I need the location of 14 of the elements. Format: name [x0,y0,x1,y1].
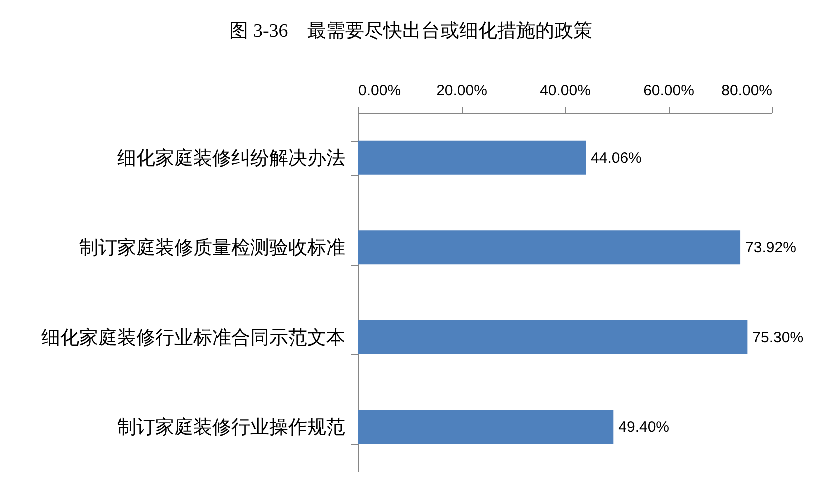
y-tick-label: 细化家庭装修行业标准合同示范文本 [42,326,346,349]
chart-title: 图 3-36 最需要尽快出台或细化措施的政策 [230,21,592,42]
y-tick-label: 细化家庭装修纠纷解决办法 [118,147,346,170]
x-tick-label: 80.00% [722,82,772,100]
data-label: 44.06% [591,150,642,167]
data-label: 49.40% [618,419,670,436]
y-tick-label: 制订家庭装修质量检测验收标准 [80,237,346,260]
data-label: 73.92% [746,240,796,257]
x-tick-label: 20.00% [436,82,488,100]
x-tick-label: 40.00% [540,82,591,100]
x-tick-label: 60.00% [644,82,694,100]
data-label: 75.30% [752,329,804,346]
x-tick-label: 0.00% [358,82,402,100]
y-tick-label: 制订家庭装修行业操作规范 [118,416,346,439]
